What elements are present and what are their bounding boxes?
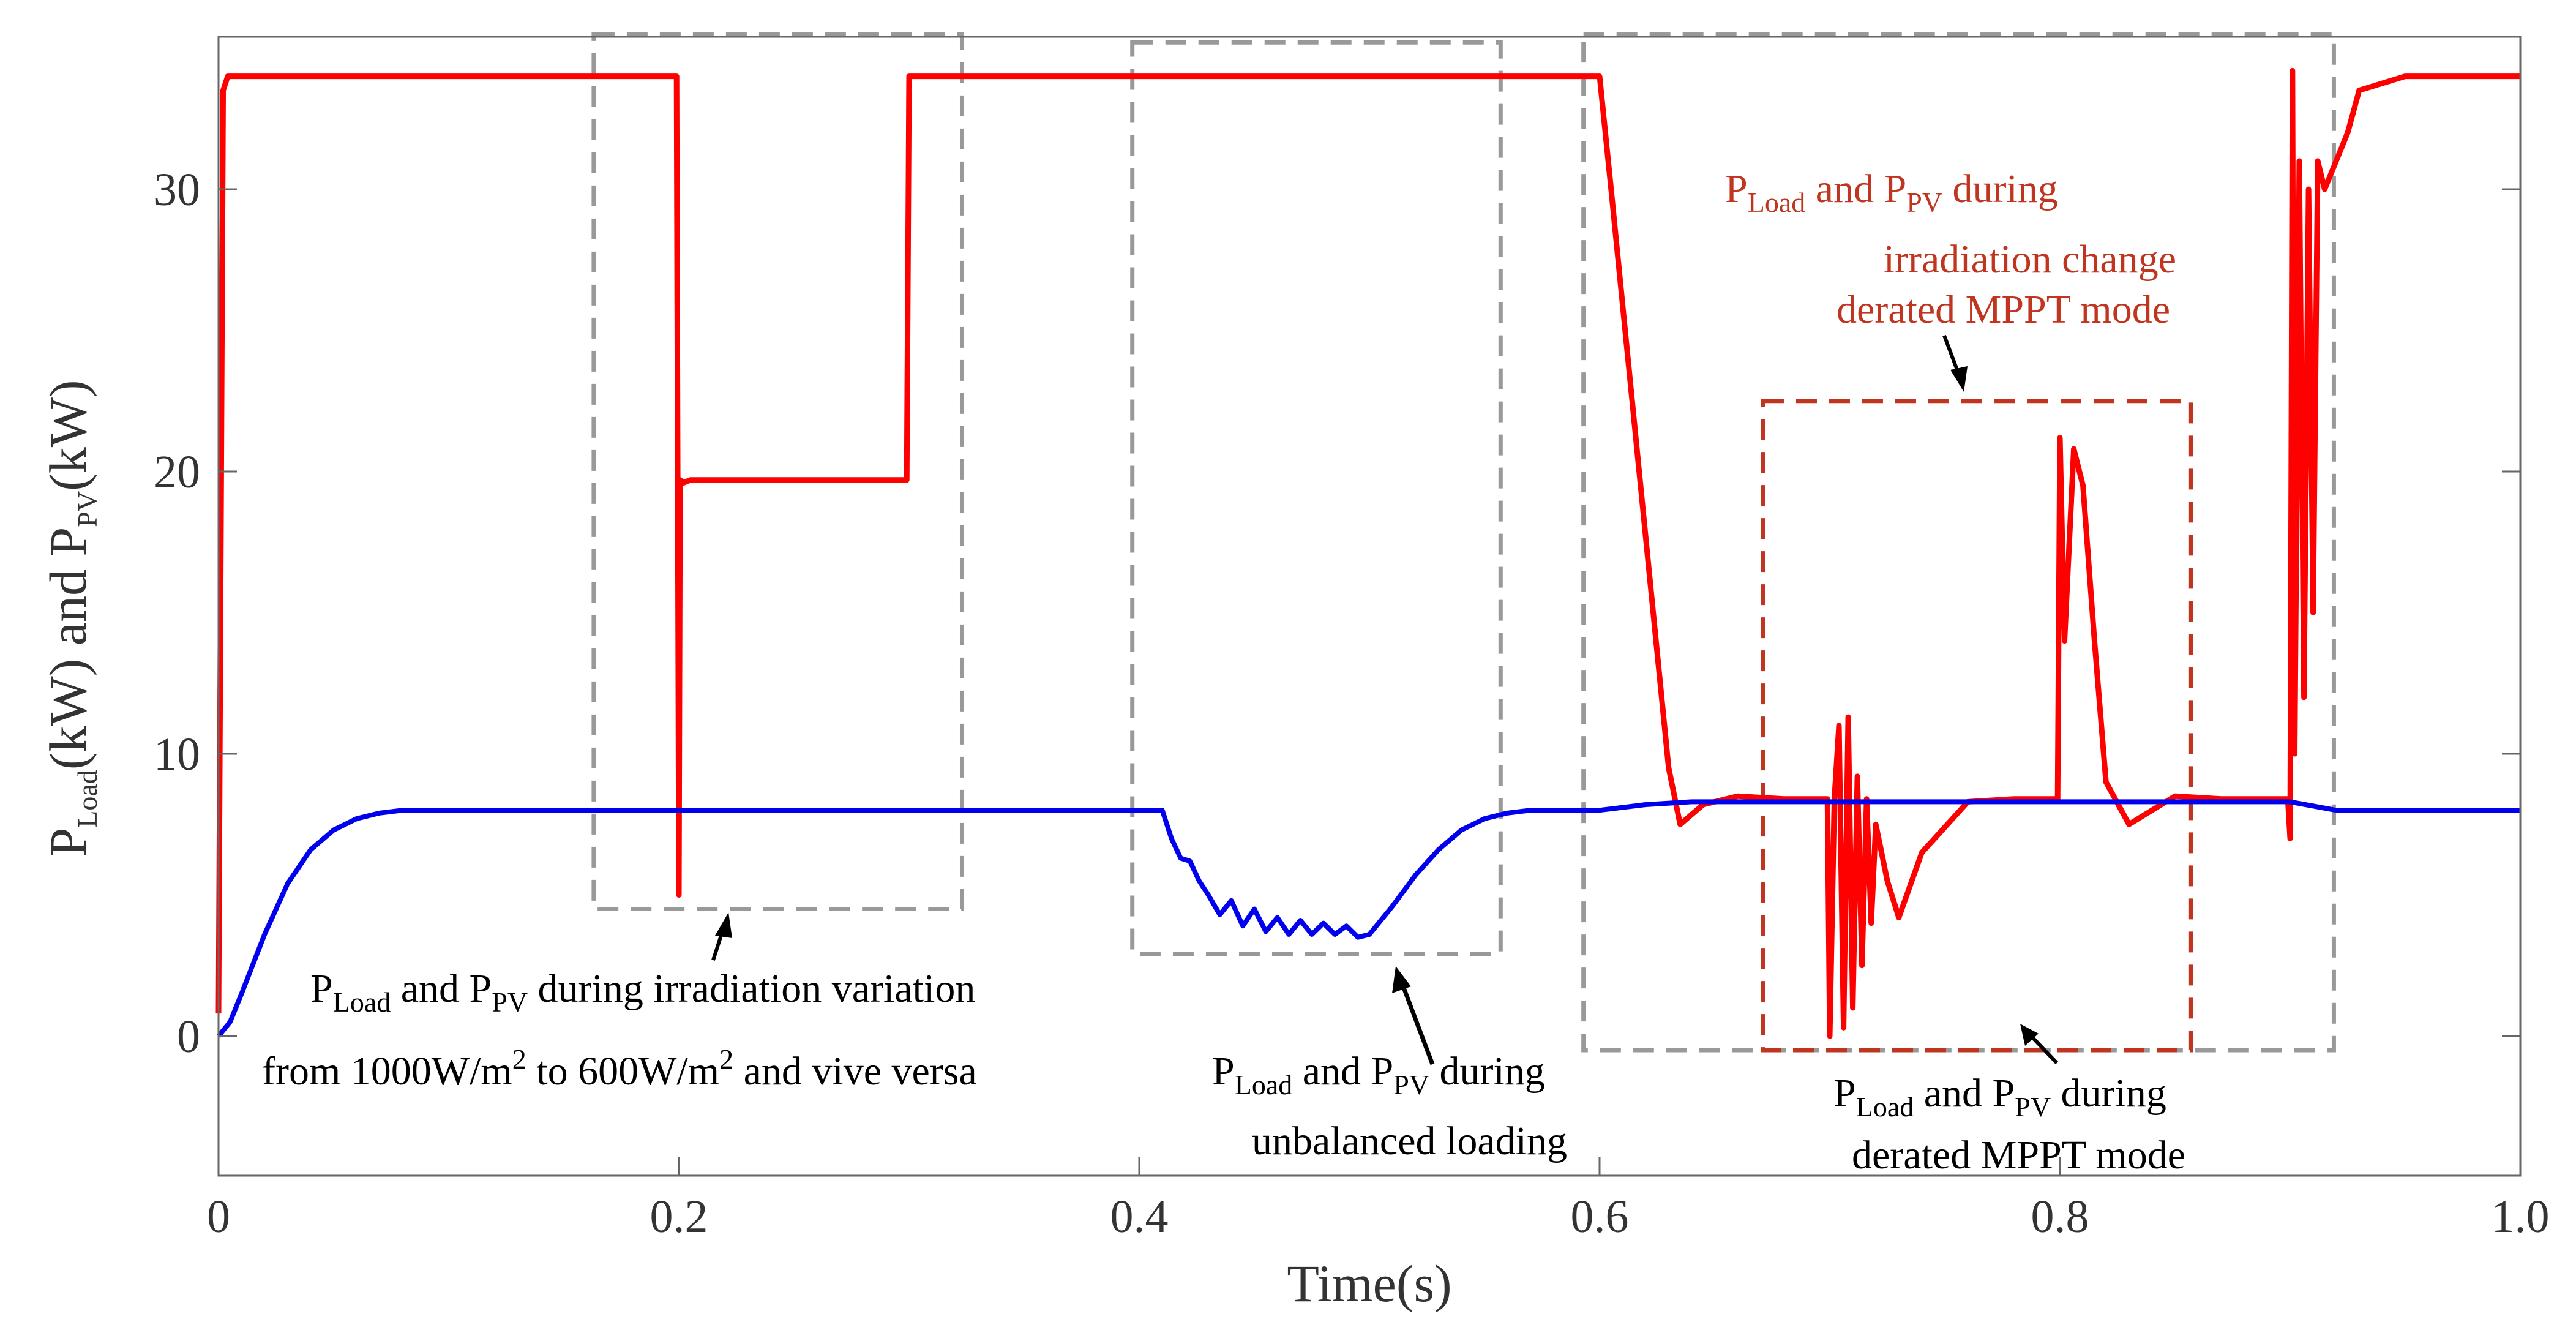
y-tick-label: 0 [177,1011,200,1062]
annotation-irradiation-line1: PLoad and PPV during irradiation variati… [310,966,975,1018]
series-line-pv [215,67,2520,1039]
x-tick-label: 0.4 [1110,1191,1169,1242]
annotation-irrchange-line1: PLoad and PPV during [1725,167,2058,218]
annotation-arrows [711,334,2059,1065]
y-tick-label: 30 [154,164,200,216]
y-tick-label: 20 [154,446,200,498]
plot-background [219,37,2520,1176]
arrow-derated-head [2020,1024,2039,1046]
annotation-unbalanced-line1: PLoad and PPV during [1212,1049,1545,1100]
arrow-irrchange-head [1950,366,1968,392]
annotation-boxes [591,31,2336,1053]
annotation-irrchange-line2: irradiation change [1884,237,2176,282]
series-line-load [216,799,2520,1038]
y-axis: 0 10 20 30 [154,164,2520,1062]
arrow-unbalanced [1399,982,1435,1065]
x-tick-label: 0 [207,1191,230,1242]
x-tick-label: 0.6 [1571,1191,1629,1242]
x-axis-title: Time(s) [1287,1254,1451,1313]
annotation-irradiation-line2: from 1000W/m2 to 600W/m2 and vive versa [262,1043,977,1094]
annotation-derated-line2: derated MPPT mode [1852,1133,2185,1178]
y-axis-title: PLoad(kW) and PPV(kW) [39,380,103,857]
annotation-derated-line1: PLoad and PPV during [1833,1071,2166,1122]
unbalanced-box [1130,40,1503,956]
arrow-unbalanced-head [1392,966,1411,993]
derated-box [1581,31,2336,1053]
x-tick-label: 0.8 [2031,1191,2089,1242]
annotation-unbalanced-line2: unbalanced loading [1252,1119,1567,1163]
irradiation-box [591,31,964,912]
x-axis: 0 0.2 0.4 0.6 0.8 1.0 [207,1157,2550,1242]
arrow-derated [2029,1034,2059,1065]
plot-frame [217,36,2522,1177]
arrow-irradiation-head [715,912,732,938]
x-tick-label: 1.0 [2492,1191,2550,1242]
arrow-irrchange [1942,334,1961,376]
y-tick-label: 10 [154,729,200,780]
series-layer [215,67,2520,1039]
annotation-irrchange-line3: derated MPPT mode [1837,287,2170,332]
irradiation-change-box [1761,399,2193,1053]
x-tick-label: 0.2 [650,1191,708,1242]
